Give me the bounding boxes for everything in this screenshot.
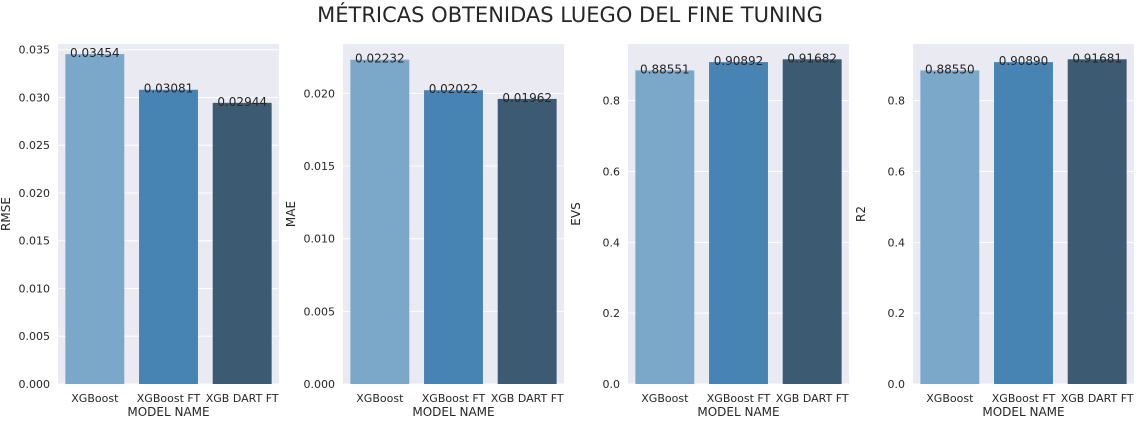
bar-value-label: 0.02232 <box>355 52 405 66</box>
bar <box>782 59 842 385</box>
y-tick-label: 0.020 <box>304 87 336 100</box>
bar <box>212 102 272 385</box>
y-tick-label: 0.8 <box>603 95 621 108</box>
y-tick-label: 0.030 <box>19 91 51 104</box>
y-axis-label: EVS <box>569 202 583 225</box>
bar <box>709 62 768 385</box>
x-axis-label: MODEL NAME <box>127 405 209 419</box>
bar-value-label: 0.03454 <box>70 46 120 60</box>
x-tick-label: XGBoost <box>71 392 119 405</box>
x-tick-label: XGB DART FT <box>206 392 279 405</box>
y-axis-label: RMSE <box>0 197 13 231</box>
y-tick-label: 0.010 <box>304 233 336 246</box>
x-axis-label: MODEL NAME <box>697 405 779 419</box>
bar-value-label: 0.02944 <box>217 95 267 109</box>
x-tick-label: XGB DART FT <box>1061 392 1134 405</box>
bar-value-label: 0.90890 <box>999 54 1049 68</box>
y-tick-label: 0.6 <box>603 166 621 179</box>
x-tick-label: XGBoost FT <box>137 392 201 405</box>
x-axis-label: MODEL NAME <box>412 405 494 419</box>
y-tick-label: 0.2 <box>603 307 621 320</box>
y-tick-label: 0.005 <box>304 305 336 318</box>
x-tick-label: XGB DART FT <box>776 392 849 405</box>
y-tick-label: 0.000 <box>19 378 51 391</box>
y-tick-label: 0.8 <box>888 95 906 108</box>
x-tick-label: XGB DART FT <box>491 392 564 405</box>
bar <box>65 54 125 384</box>
figure-title: MÉTRICAS OBTENIDAS LUEGO DEL FINE TUNING <box>317 3 823 27</box>
y-tick-label: 0.0 <box>888 378 906 391</box>
bar-value-label: 0.03081 <box>144 82 194 96</box>
x-tick-label: XGBoost FT <box>707 392 771 405</box>
x-tick-label: XGBoost FT <box>422 392 486 405</box>
bar <box>424 90 483 384</box>
y-tick-label: 0.025 <box>19 139 51 152</box>
bar <box>635 70 695 385</box>
bar-value-label: 0.02022 <box>429 82 479 96</box>
y-tick-label: 0.015 <box>304 160 336 173</box>
y-tick-label: 0.4 <box>888 236 906 249</box>
y-axis-label: R2 <box>854 206 868 222</box>
bar <box>350 59 410 384</box>
bar-value-label: 0.90892 <box>714 54 764 68</box>
y-tick-label: 0.000 <box>304 378 336 391</box>
y-tick-label: 0.4 <box>603 236 621 249</box>
y-axis-label: MAE <box>284 201 298 227</box>
x-tick-label: XGBoost <box>926 392 974 405</box>
y-tick-label: 0.020 <box>19 187 51 200</box>
bar <box>920 70 980 385</box>
y-tick-label: 0.6 <box>888 166 906 179</box>
y-tick-label: 0.005 <box>19 330 51 343</box>
bar <box>497 98 557 384</box>
bar <box>139 89 198 384</box>
bar <box>994 62 1053 385</box>
y-tick-label: 0.035 <box>19 44 51 57</box>
bar-value-label: 0.88550 <box>925 62 975 76</box>
bar-value-label: 0.91681 <box>1072 51 1122 65</box>
y-tick-label: 0.0 <box>603 378 621 391</box>
x-tick-label: XGBoost FT <box>992 392 1056 405</box>
bar-value-label: 0.01962 <box>502 91 552 105</box>
bar-value-label: 0.88551 <box>640 62 690 76</box>
x-tick-label: XGBoost <box>641 392 689 405</box>
y-tick-label: 0.2 <box>888 307 906 320</box>
x-axis-label: MODEL NAME <box>982 405 1064 419</box>
y-tick-label: 0.015 <box>19 235 51 248</box>
bar <box>1067 59 1127 385</box>
x-tick-label: XGBoost <box>356 392 404 405</box>
bar-value-label: 0.91682 <box>787 51 837 65</box>
y-tick-label: 0.010 <box>19 282 51 295</box>
